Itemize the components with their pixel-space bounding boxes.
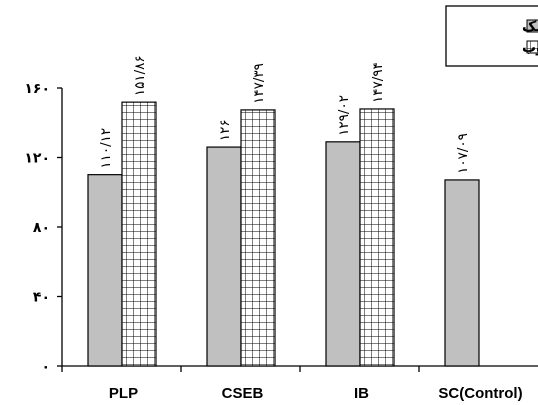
axes: ۰ ۴۰ ۸۰ ۱۲۰ ۱۶۰ PLP CSEB IB SC(Control)	[24, 81, 538, 402]
data-label: ۱۲۶	[217, 119, 233, 141]
data-label: ۱۲۹/۰۲	[336, 95, 352, 136]
legend-label: مرطوب	[522, 40, 538, 56]
legend-swatch	[526, 40, 538, 54]
x-tick-label: IB	[354, 385, 369, 402]
legend: خشک مرطوب	[445, 5, 538, 67]
x-tick-label: CSEB	[222, 385, 264, 402]
y-tick-label: ۱۲۰	[24, 151, 50, 167]
y-tick-label: ۰	[41, 359, 50, 375]
bars	[87, 101, 480, 367]
y-tick-label: ۱۶۰	[24, 81, 50, 97]
y-tick-label: ۸۰	[33, 220, 50, 236]
data-label: ۱۱۰/۱۲	[98, 128, 114, 169]
x-tick-label: SC(Control)	[438, 385, 522, 402]
legend-label: خشک	[522, 19, 538, 35]
legend-box	[445, 5, 538, 67]
x-tick-label: PLP	[109, 385, 138, 402]
data-label: ۱۵۱/۸۶	[132, 55, 148, 96]
bar-dry	[325, 141, 361, 367]
bar-wet	[240, 109, 276, 367]
data-label: ۱۴۷/۳۹	[251, 63, 267, 104]
y-tick-label: ۴۰	[33, 290, 50, 306]
data-label: ۱۴۷/۹۴	[370, 62, 386, 103]
bar-dry	[87, 174, 123, 367]
legend-swatch	[526, 19, 538, 33]
bar-wet	[359, 108, 395, 367]
bar-wet	[121, 101, 157, 367]
bar-dry	[206, 146, 242, 367]
bar-dry	[444, 179, 480, 367]
data-label: ۱۰۷/۰۹	[455, 133, 471, 174]
data-labels: ۱۱۰/۱۲ ۱۵۱/۸۶ ۱۲۶ ۱۴۷/۳۹ ۱۲۹/۰۲ ۱۴۷/۹۴ ۱۰۷/۰۹	[98, 55, 471, 174]
